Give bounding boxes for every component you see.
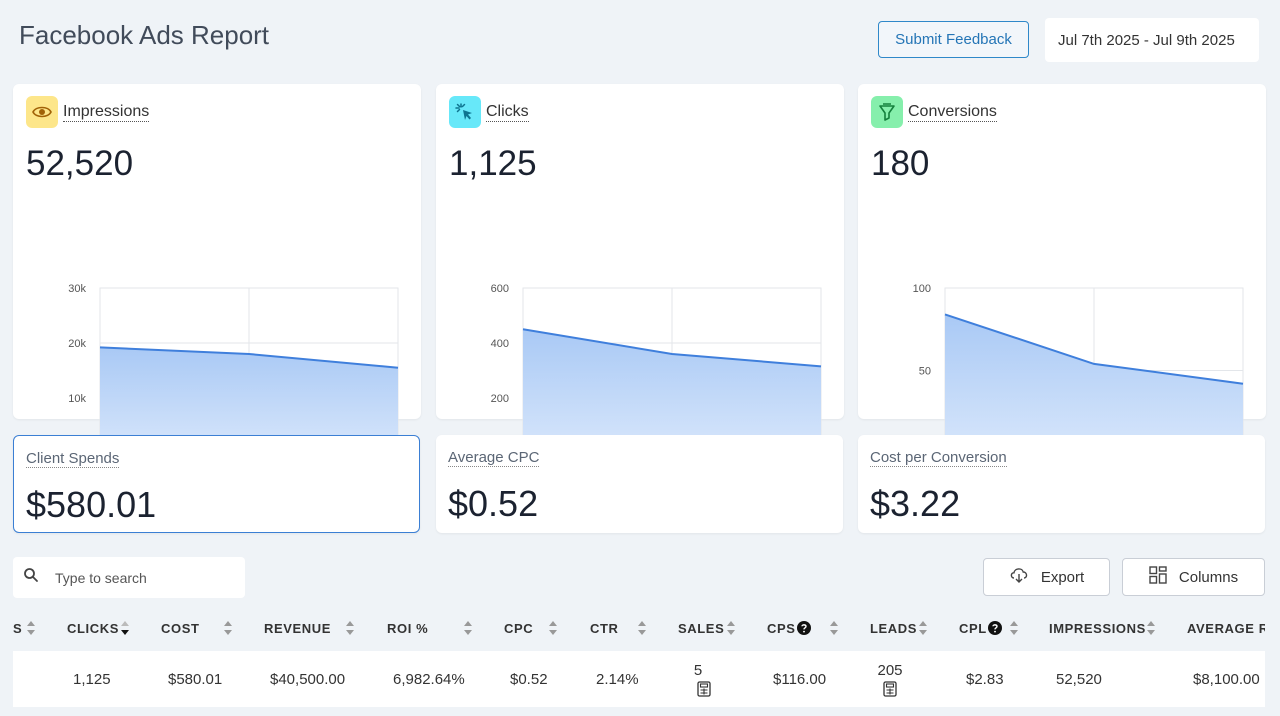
calculator-icon[interactable] (697, 680, 711, 697)
sort-icon[interactable] (919, 621, 927, 635)
cell-average-revenue: $8,100.00 (1193, 670, 1260, 688)
column-header-revenue[interactable]: REVENUE (264, 620, 332, 636)
conversions-card: Conversions 180 10050007 Jul08 Jul09 Jul (858, 84, 1266, 475)
search-box (13, 557, 245, 598)
export-button[interactable]: Export (983, 558, 1110, 596)
column-header-cpc[interactable]: CPC (504, 620, 534, 636)
clicks-label[interactable]: Clicks (486, 102, 529, 122)
y-tick-label: 200 (491, 393, 509, 405)
average-cpc-value: $0.52 (448, 483, 539, 524)
y-tick-label: 600 (491, 283, 509, 295)
cell-revenue: $40,500.00 (270, 670, 346, 688)
series-area (945, 314, 1243, 453)
cell-roi: 6,982.64% (393, 670, 465, 688)
column-header-ctr[interactable]: CTR (590, 620, 619, 636)
cell-sales: 5 (683, 651, 713, 707)
conversions-value: 180 (871, 144, 930, 183)
help-icon[interactable] (797, 621, 811, 635)
client-spends-label: Client Spends (26, 450, 120, 468)
columns-button[interactable]: Columns (1122, 558, 1265, 596)
column-header-sales[interactable]: SALES (678, 620, 725, 636)
client-spends-value: $580.01 (26, 484, 157, 525)
conversions-label[interactable]: Conversions (908, 102, 997, 122)
eye-icon (26, 96, 58, 128)
column-header-s[interactable]: S (13, 620, 23, 636)
columns-label: Columns (1178, 568, 1239, 586)
impressions-label[interactable]: Impressions (63, 102, 150, 122)
column-header-cost[interactable]: COST (161, 620, 200, 636)
cursor-click-icon (449, 96, 481, 128)
date-range-picker[interactable]: Jul 7th 2025 - Jul 9th 2025 (1045, 18, 1259, 62)
column-header-cps[interactable]: CPS (767, 620, 796, 636)
y-tick-label: 10k (68, 393, 86, 405)
impressions-value: 52,520 (26, 144, 134, 183)
cost-per-conversion-label: Cost per Conversion (870, 449, 1007, 467)
sort-icon[interactable] (224, 621, 232, 635)
sort-icon[interactable] (1010, 621, 1018, 635)
sort-icon[interactable] (549, 621, 557, 635)
sort-icon[interactable] (346, 621, 354, 635)
cell-cost: $580.01 (168, 670, 223, 688)
cell-impressions: 52,520 (1056, 670, 1102, 688)
sort-icon[interactable] (727, 621, 735, 635)
sort-icon[interactable] (1147, 621, 1155, 635)
average-cpc-card[interactable]: Average CPC $0.52 (436, 435, 843, 533)
table-row[interactable]: 1,125 $580.01 $40,500.00 6,982.64% $0.52… (13, 651, 1265, 707)
column-header-impressions[interactable]: IMPRESSIONS (1049, 620, 1146, 636)
cell-cpc: $0.52 (510, 670, 548, 688)
client-spends-card[interactable]: Client Spends $580.01 (13, 435, 420, 533)
help-icon[interactable] (988, 621, 1002, 635)
sort-icon[interactable] (638, 621, 646, 635)
search-icon (23, 567, 39, 588)
calculator-icon[interactable] (883, 680, 897, 697)
funnel-icon (871, 96, 903, 128)
column-header-roi[interactable]: ROI % (387, 620, 429, 636)
column-header-average-revenue[interactable]: AVERAGE RE (1187, 620, 1265, 636)
average-cpc-label: Average CPC (448, 449, 540, 467)
clicks-chart: 600400200007 Jul08 Jul09 Jul (491, 283, 822, 475)
column-header-clicks[interactable]: CLICKS (67, 620, 119, 636)
submit-feedback-button[interactable]: Submit Feedback (878, 21, 1029, 58)
export-label: Export (1040, 568, 1085, 586)
clicks-value: 1,125 (449, 144, 537, 183)
cell-clicks: 1,125 (73, 670, 111, 688)
leads-count: 205 (877, 661, 903, 679)
cell-leads: 205 (875, 651, 905, 707)
table-header: S CLICKS COST REVENUE ROI % CPC CTR SALE… (0, 612, 1265, 644)
columns-grid-icon (1149, 566, 1179, 588)
sales-count: 5 (693, 661, 703, 679)
y-tick-label: 100 (913, 283, 931, 295)
sort-icon[interactable] (27, 621, 35, 635)
column-header-cpl[interactable]: CPL (959, 620, 987, 636)
cell-ctr: 2.14% (596, 670, 639, 688)
sort-icon[interactable] (830, 621, 838, 635)
page-title: Facebook Ads Report (19, 20, 270, 50)
y-tick-label: 30k (68, 283, 86, 295)
clicks-card: Clicks 1,125 600400200007 Jul08 Jul09 Ju… (436, 84, 844, 475)
y-tick-label: 50 (919, 366, 931, 378)
cost-per-conversion-value: $3.22 (870, 483, 961, 524)
search-input[interactable] (55, 569, 225, 586)
series-area (100, 347, 398, 453)
sort-desc-icon[interactable] (121, 621, 129, 635)
sort-icon[interactable] (464, 621, 472, 635)
cell-cpl: $2.83 (966, 670, 1004, 688)
cost-per-conversion-card[interactable]: Cost per Conversion $3.22 (858, 435, 1265, 533)
column-header-leads[interactable]: LEADS (870, 620, 918, 636)
cloud-download-icon (1009, 566, 1041, 588)
impressions-card: Impressions 52,520 30k20k10k007 Jul08 Ju… (13, 84, 421, 475)
y-tick-label: 400 (491, 338, 509, 350)
cell-cps: $116.00 (773, 670, 827, 688)
y-tick-label: 20k (68, 338, 86, 350)
conversions-chart: 10050007 Jul08 Jul09 Jul (913, 283, 1244, 475)
